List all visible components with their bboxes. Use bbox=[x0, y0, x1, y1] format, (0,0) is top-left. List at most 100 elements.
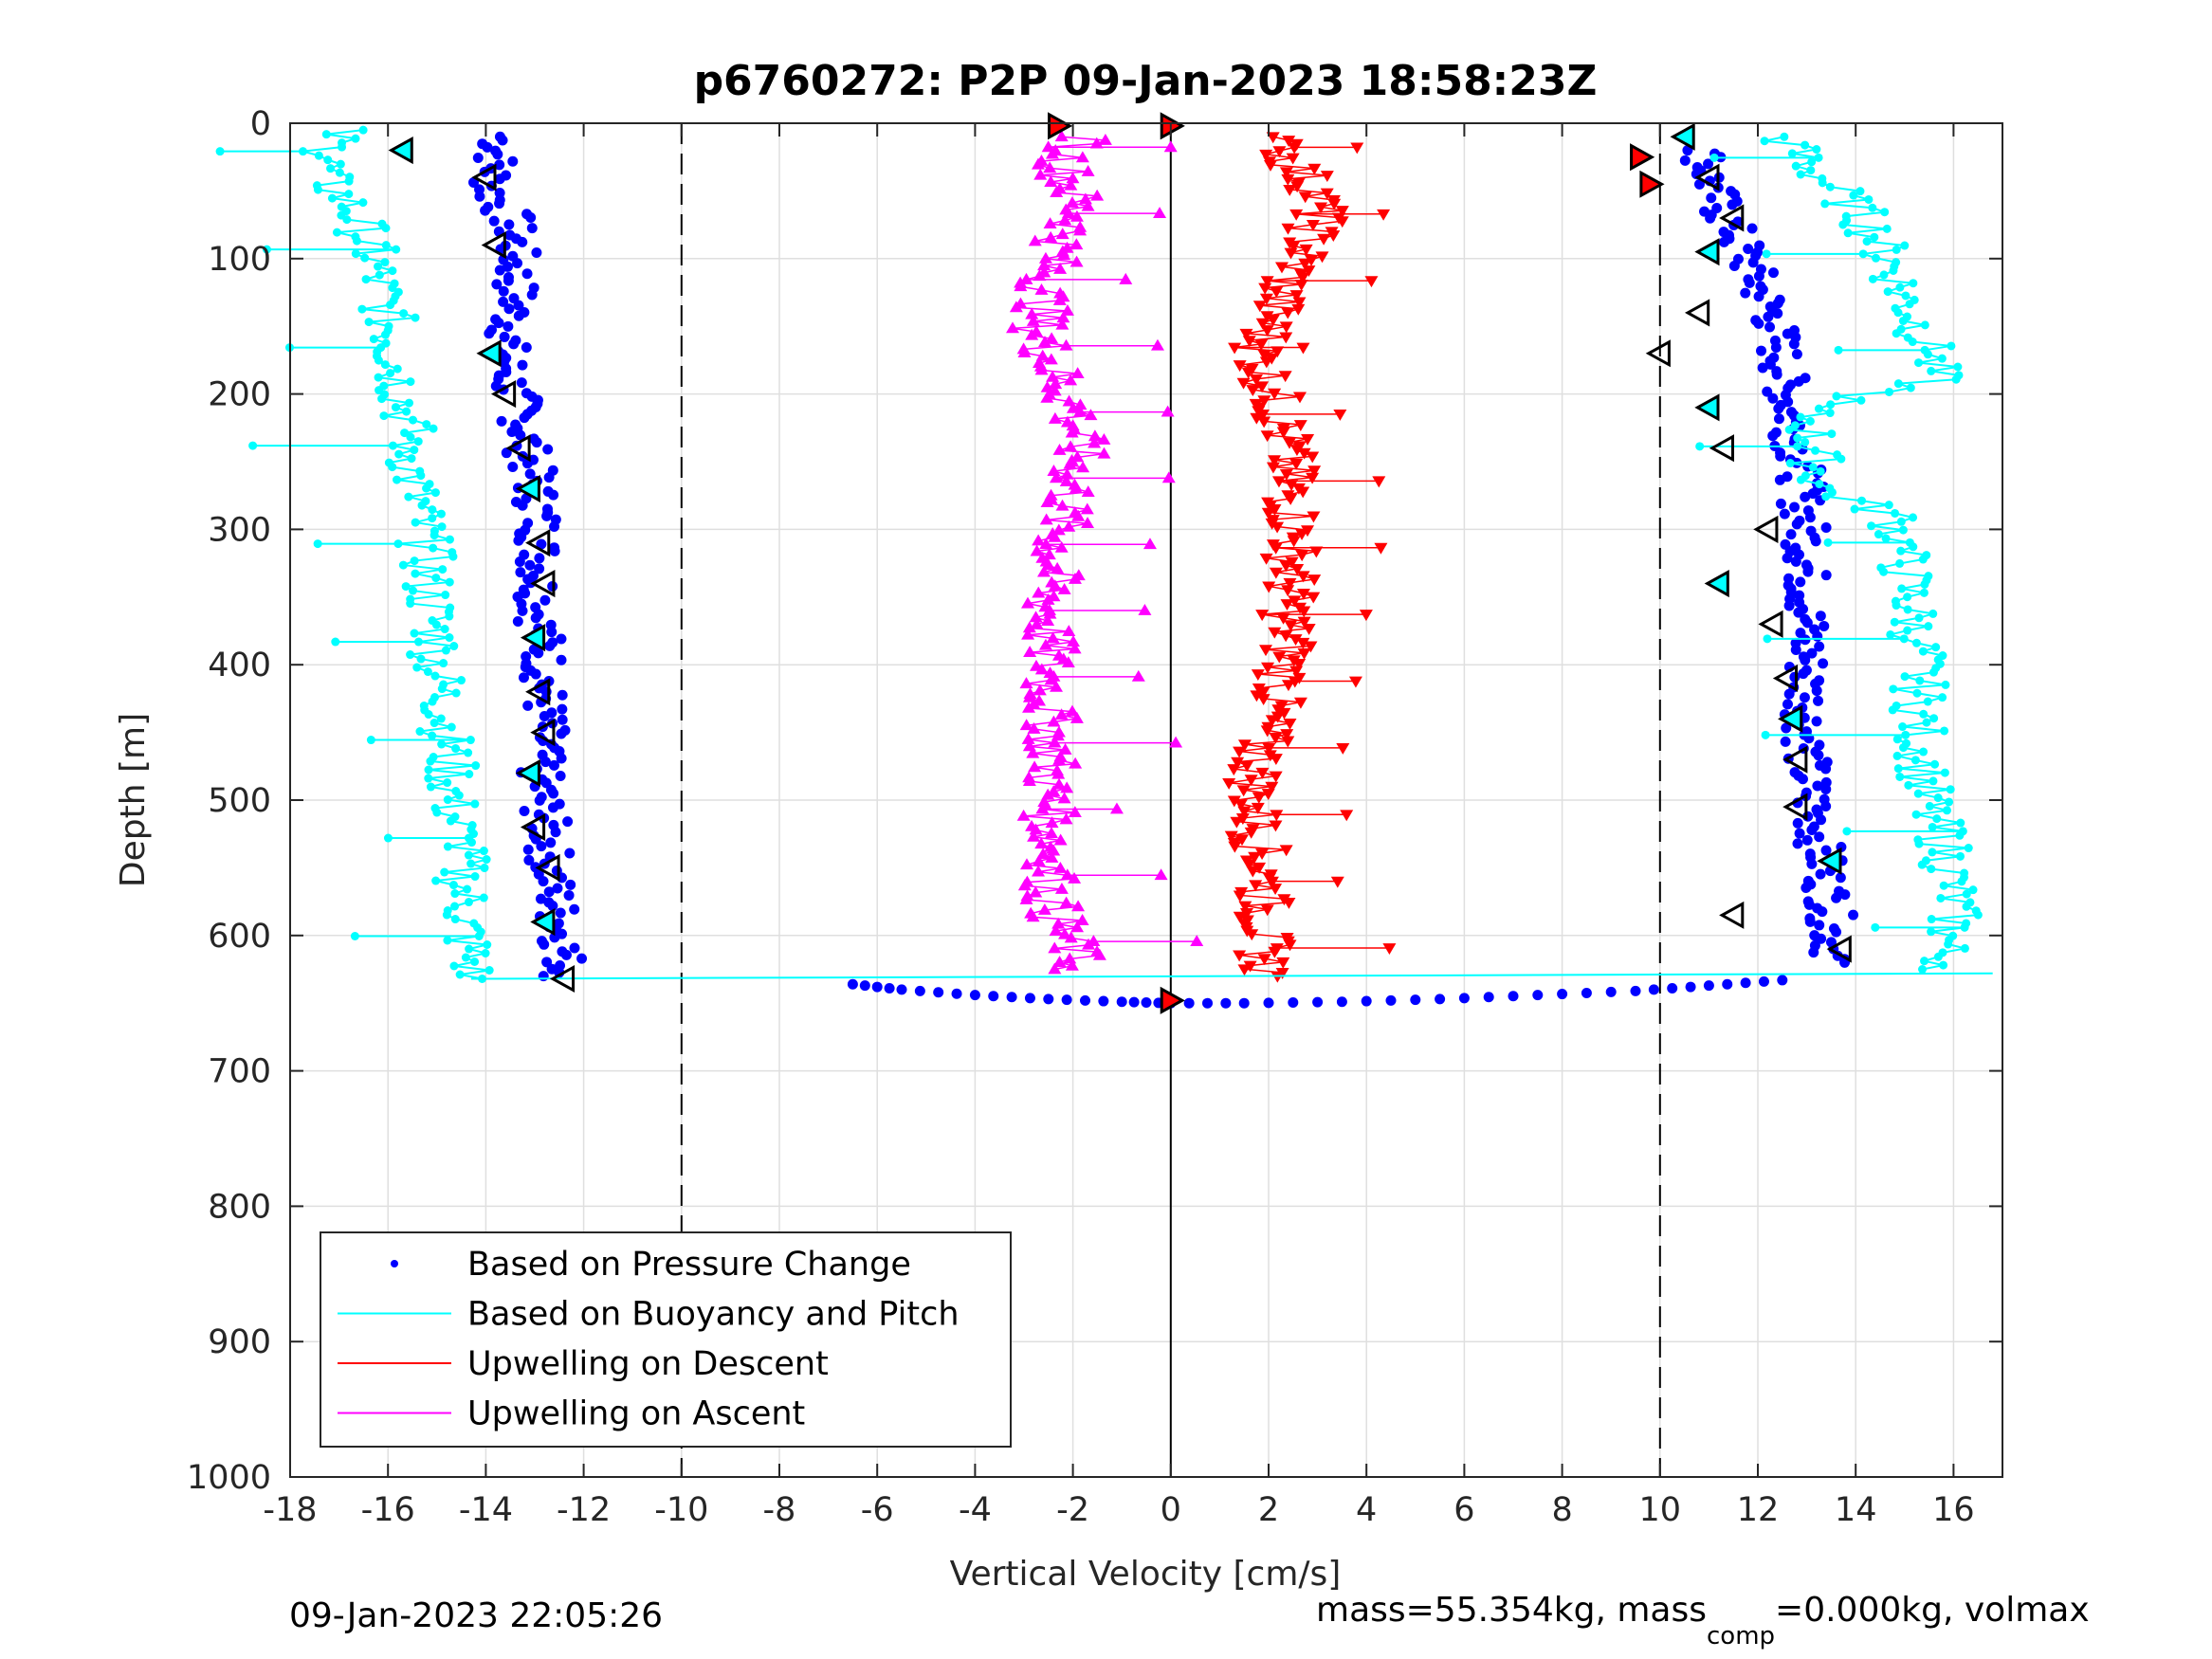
data-point bbox=[1055, 318, 1069, 330]
data-point bbox=[896, 984, 907, 995]
data-point bbox=[1284, 247, 1298, 260]
series-segment bbox=[1917, 834, 1961, 841]
data-point bbox=[1695, 442, 1705, 451]
data-point bbox=[1227, 795, 1241, 808]
chart-title: p6760272: P2P 09-Jan-2023 18:58:23Z bbox=[694, 57, 1598, 105]
data-point bbox=[545, 837, 557, 848]
series-segment bbox=[1273, 455, 1313, 461]
data-point bbox=[1803, 899, 1815, 910]
data-point bbox=[988, 991, 999, 1002]
data-point bbox=[1021, 628, 1035, 640]
series-segment bbox=[1033, 766, 1058, 772]
data-point bbox=[1239, 328, 1253, 340]
data-point bbox=[1761, 730, 1770, 739]
series-segment bbox=[1842, 223, 1888, 230]
series-segment bbox=[1894, 621, 1929, 628]
data-point bbox=[1753, 291, 1764, 302]
data-point bbox=[547, 901, 558, 912]
data-point bbox=[1169, 736, 1183, 748]
data-point bbox=[1242, 859, 1256, 871]
data-point bbox=[1839, 889, 1851, 901]
data-point bbox=[1281, 307, 1295, 319]
y-tick-label: 500 bbox=[208, 782, 271, 820]
series-segment bbox=[1236, 820, 1276, 827]
data-point bbox=[1817, 906, 1828, 918]
series-segment bbox=[1930, 370, 1960, 376]
series-segment bbox=[1940, 897, 1971, 903]
data-point bbox=[1289, 445, 1304, 456]
data-point bbox=[1289, 458, 1304, 470]
series-segment bbox=[1054, 947, 1098, 953]
data-point bbox=[549, 520, 560, 532]
data-point bbox=[1307, 574, 1322, 587]
data-point bbox=[1775, 498, 1786, 509]
data-point bbox=[544, 640, 556, 651]
data-point bbox=[859, 980, 870, 992]
data-point bbox=[1279, 332, 1293, 344]
data-point bbox=[1789, 501, 1801, 513]
series-segment bbox=[1866, 240, 1905, 247]
data-point bbox=[1234, 799, 1248, 811]
series-segment bbox=[1286, 469, 1315, 475]
series-segment bbox=[1912, 340, 1952, 347]
data-point bbox=[494, 173, 505, 185]
data-point bbox=[1831, 892, 1842, 903]
data-point bbox=[1703, 158, 1714, 170]
series-segment bbox=[1275, 546, 1317, 553]
data-point bbox=[1605, 986, 1617, 997]
data-point bbox=[1065, 196, 1079, 208]
axis-ticks: -18 -16 -14 -12 -10 -8 -6 -4 -2 0 2 4 6 8 10 12 14 16 0 100… bbox=[187, 105, 2002, 1529]
data-point bbox=[550, 827, 561, 838]
data-point bbox=[1483, 992, 1494, 1003]
data-point bbox=[1048, 736, 1062, 748]
data-point bbox=[313, 539, 322, 549]
data-point bbox=[1791, 349, 1802, 360]
data-point bbox=[1252, 862, 1267, 874]
data-point bbox=[1281, 223, 1295, 235]
data-point bbox=[1270, 286, 1284, 299]
data-point bbox=[516, 377, 527, 389]
data-point bbox=[1019, 677, 1033, 689]
data-point bbox=[1532, 990, 1544, 1001]
series-segment bbox=[1824, 198, 1869, 205]
data-point bbox=[1746, 223, 1758, 234]
data-point bbox=[1048, 962, 1062, 975]
data-point bbox=[1081, 165, 1095, 176]
data-point bbox=[494, 264, 505, 276]
data-point bbox=[1256, 694, 1271, 705]
series-segment bbox=[454, 892, 484, 899]
data-point bbox=[1032, 586, 1046, 598]
series-segment bbox=[1265, 648, 1305, 654]
data-point bbox=[1254, 338, 1269, 351]
data-point bbox=[1508, 991, 1519, 1002]
marker-triangle bbox=[530, 907, 556, 937]
data-point bbox=[1327, 198, 1342, 210]
data-point bbox=[1258, 283, 1272, 295]
data-point bbox=[1044, 230, 1058, 243]
data-point bbox=[1238, 901, 1252, 913]
series-segment bbox=[1847, 231, 1874, 239]
series-segment bbox=[1033, 728, 1060, 734]
data-point bbox=[1820, 800, 1832, 811]
data-point bbox=[1039, 513, 1053, 525]
data-point bbox=[472, 153, 484, 164]
data-point bbox=[1757, 362, 1768, 374]
series-segment bbox=[434, 675, 462, 682]
data-point bbox=[1028, 760, 1042, 773]
series-segment bbox=[1924, 344, 1952, 352]
series-segment bbox=[1848, 228, 1888, 234]
data-point bbox=[1016, 809, 1031, 821]
series-segment bbox=[448, 798, 476, 806]
data-point bbox=[1269, 567, 1283, 579]
series-segment bbox=[1029, 780, 1060, 786]
series-segment bbox=[403, 564, 443, 571]
data-point bbox=[1271, 704, 1286, 717]
data-point bbox=[1068, 871, 1082, 884]
data-point bbox=[1315, 251, 1329, 264]
data-point bbox=[538, 971, 549, 982]
data-point bbox=[482, 141, 493, 153]
data-point bbox=[1141, 996, 1152, 1008]
data-point bbox=[1820, 521, 1832, 533]
data-point bbox=[1764, 358, 1776, 370]
series-segment bbox=[302, 146, 342, 153]
